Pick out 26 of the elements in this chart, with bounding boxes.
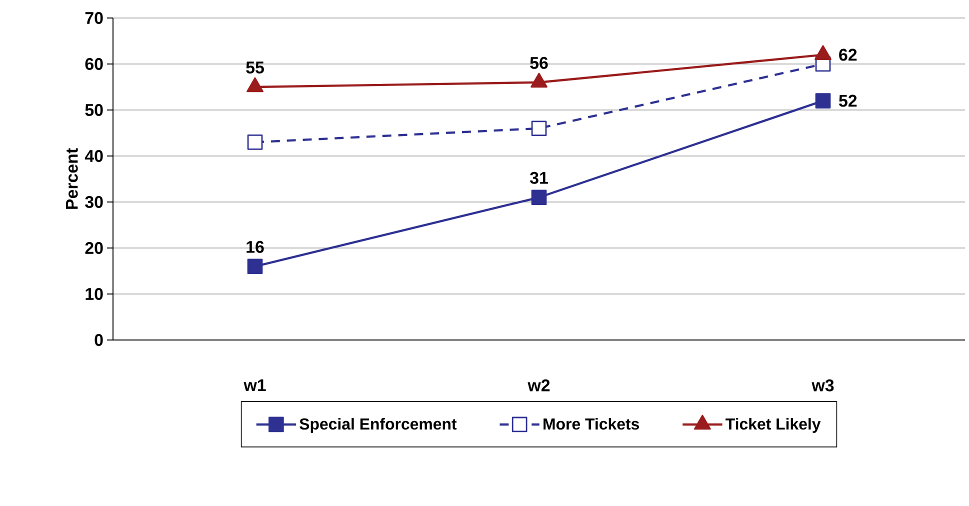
x-tick-label: w1 [244, 379, 266, 392]
data-label: 55 [246, 62, 264, 74]
data-label: 16 [246, 240, 264, 253]
y-tick-label: 40 [84, 150, 103, 162]
point [247, 134, 263, 150]
point [531, 120, 547, 136]
data-label: 62 [839, 48, 857, 61]
y-tick-label: 20 [85, 242, 103, 254]
data-label: 52 [839, 94, 857, 107]
y-tick-label: 0 [94, 334, 103, 346]
legend-label: Ticket Likely [726, 418, 821, 433]
y-tick-label: 50 [85, 104, 103, 116]
y-tick-label: 30 [85, 196, 103, 208]
y-tick-label: 60 [85, 58, 103, 70]
data-label: 31 [530, 172, 548, 184]
legend-label: More Tickets [544, 418, 639, 430]
y-axis-title: Percent [66, 148, 78, 209]
x-tick-label: w3 [812, 379, 834, 392]
x-tick-label: w2 [528, 379, 550, 392]
y-tick-label: 70 [85, 12, 103, 24]
data-label: 56 [530, 56, 548, 69]
point [815, 93, 831, 108]
legend-label: Special Enforcement [300, 418, 457, 433]
y-tick-label: 10 [86, 288, 103, 300]
point [531, 190, 547, 206]
point [247, 258, 263, 274]
